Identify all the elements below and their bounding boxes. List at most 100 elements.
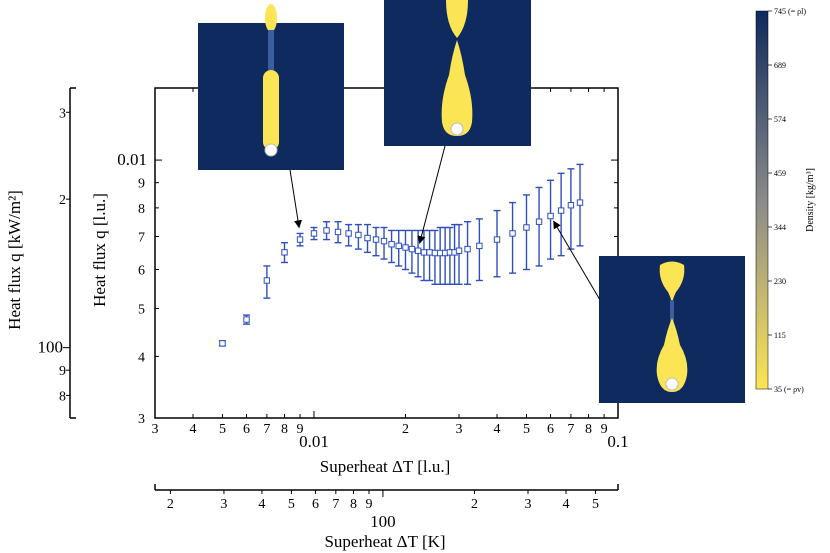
inset-middle-lower-bubble [441,40,473,136]
y-tick-label: 6 [138,264,145,279]
data-point [372,236,380,243]
inset-middle [384,0,531,146]
secondary-y-tick-label: 9 [59,364,66,379]
secondary-y-tick-label: 100 [38,338,64,357]
data-point [576,199,584,206]
secondary-x-tick-label: 2 [167,497,174,512]
inset-right-heater [665,377,679,391]
inset-left-column [263,70,279,150]
x-tick-label: 7 [567,422,574,437]
inset-left [198,4,344,170]
colorbar-tick-label: 35 (= ρv) [774,385,804,394]
data-point [310,230,318,237]
x-tick-label: 0.01 [299,432,329,451]
y-tick-label: 3 [138,412,145,427]
data-point [334,228,342,236]
data-point [355,231,362,239]
colorbar-label: Density [kg/m³] [805,168,816,232]
colorbar-tick-label: 344 [774,223,786,232]
y-tick-label: 8 [138,202,145,217]
x-tick-label: 5 [219,422,226,437]
colorbar-gradient [755,10,769,390]
data-point [464,245,471,253]
data-point [547,212,554,220]
data-point [476,242,483,250]
x-tick-label: 4 [189,422,196,437]
secondary-y-axis-label: Heat flux q [kW/m²] [5,190,24,330]
secondary-y-tick-label: 2 [59,193,66,208]
x-tick-label: 9 [297,422,304,437]
secondary-x-tick-label: 3 [525,497,532,512]
secondary-x-axis-label: Superheat ΔT [K] [324,532,445,551]
data-point [402,244,409,251]
data-point [219,340,226,347]
colorbar: 35 (= ρv) 115 230 344 459 574 689 745 (= ρl) De… [755,7,816,394]
y-tick-label: 9 [138,177,145,192]
inset-left-arrow [289,169,302,229]
secondary-y-tick-label: 8 [59,389,66,404]
x-tick-label: 3 [456,422,463,437]
data-point [420,249,428,256]
inset-right [599,256,745,403]
data-point [243,316,250,323]
x-tick-label: 2 [402,422,409,437]
data-point [426,249,433,256]
secondary-y-tick-label: 3 [59,106,66,121]
data-point [455,247,463,254]
inset-left-upper-bubble [265,4,277,32]
x-tick-label: 9 [601,422,608,437]
secondary-x-tick-label: 6 [312,497,319,512]
data-point [509,230,516,237]
data-point [388,241,395,248]
data-point [296,236,304,243]
inset-left-neck [268,30,274,70]
secondary-x-tick-label: 3 [220,497,227,512]
secondary-x-tick-label: 8 [350,497,357,512]
inset-right-arrow [553,220,601,301]
y-tick-label: 5 [138,303,145,318]
x-tick-label: 8 [585,422,592,437]
colorbar-tick-label: 689 [774,61,786,70]
secondary-x-tick-label: 4 [258,497,265,512]
x-tick-label: 6 [243,422,250,437]
data-point [557,207,565,214]
x-tick-label: 4 [494,422,501,437]
colorbar-tick-label: 574 [774,115,786,124]
secondary-x-tick-label: 4 [563,497,570,512]
x-tick-label: 0.1 [607,432,628,451]
colorbar-tick-label: 115 [774,331,786,340]
inset-middle-heater [450,122,464,136]
data-point [345,230,352,237]
x-tick-label: 5 [523,422,530,437]
data-marks-layer [218,163,584,347]
inset-middle-upper-bubble [446,0,468,38]
data-point [364,234,371,242]
x-axis-label: Superheat ΔT [l.u.] [320,457,451,476]
data-point [281,249,288,256]
x-tick-label: 7 [263,422,270,437]
inset-right-lower-bubble [656,318,688,392]
data-point [395,242,402,250]
y-tick-label: 7 [138,230,145,245]
secondary-x-tick-label: 7 [332,497,339,512]
inset-right-upper-bubble [659,261,685,306]
data-point [414,247,422,254]
data-point [380,237,388,245]
secondary-x-tick-label: 2 [471,497,478,512]
data-point [493,236,501,243]
data-point [431,249,439,257]
colorbar-tick-label: 230 [774,277,786,286]
inset-middle-arrow [417,145,446,245]
colorbar-tick-label: 745 (= ρl) [774,7,806,16]
y-tick-label: 4 [138,350,145,365]
y-axis-label: Heat flux q [l.u.] [90,193,109,307]
y-tick-label: 0.01 [117,150,147,169]
data-point [263,277,271,284]
x-tick-label: 6 [547,422,554,437]
data-point [523,224,530,231]
secondary-x-tick-label: 100 [370,512,396,531]
x-tick-label: 8 [281,422,288,437]
data-point [408,245,416,253]
